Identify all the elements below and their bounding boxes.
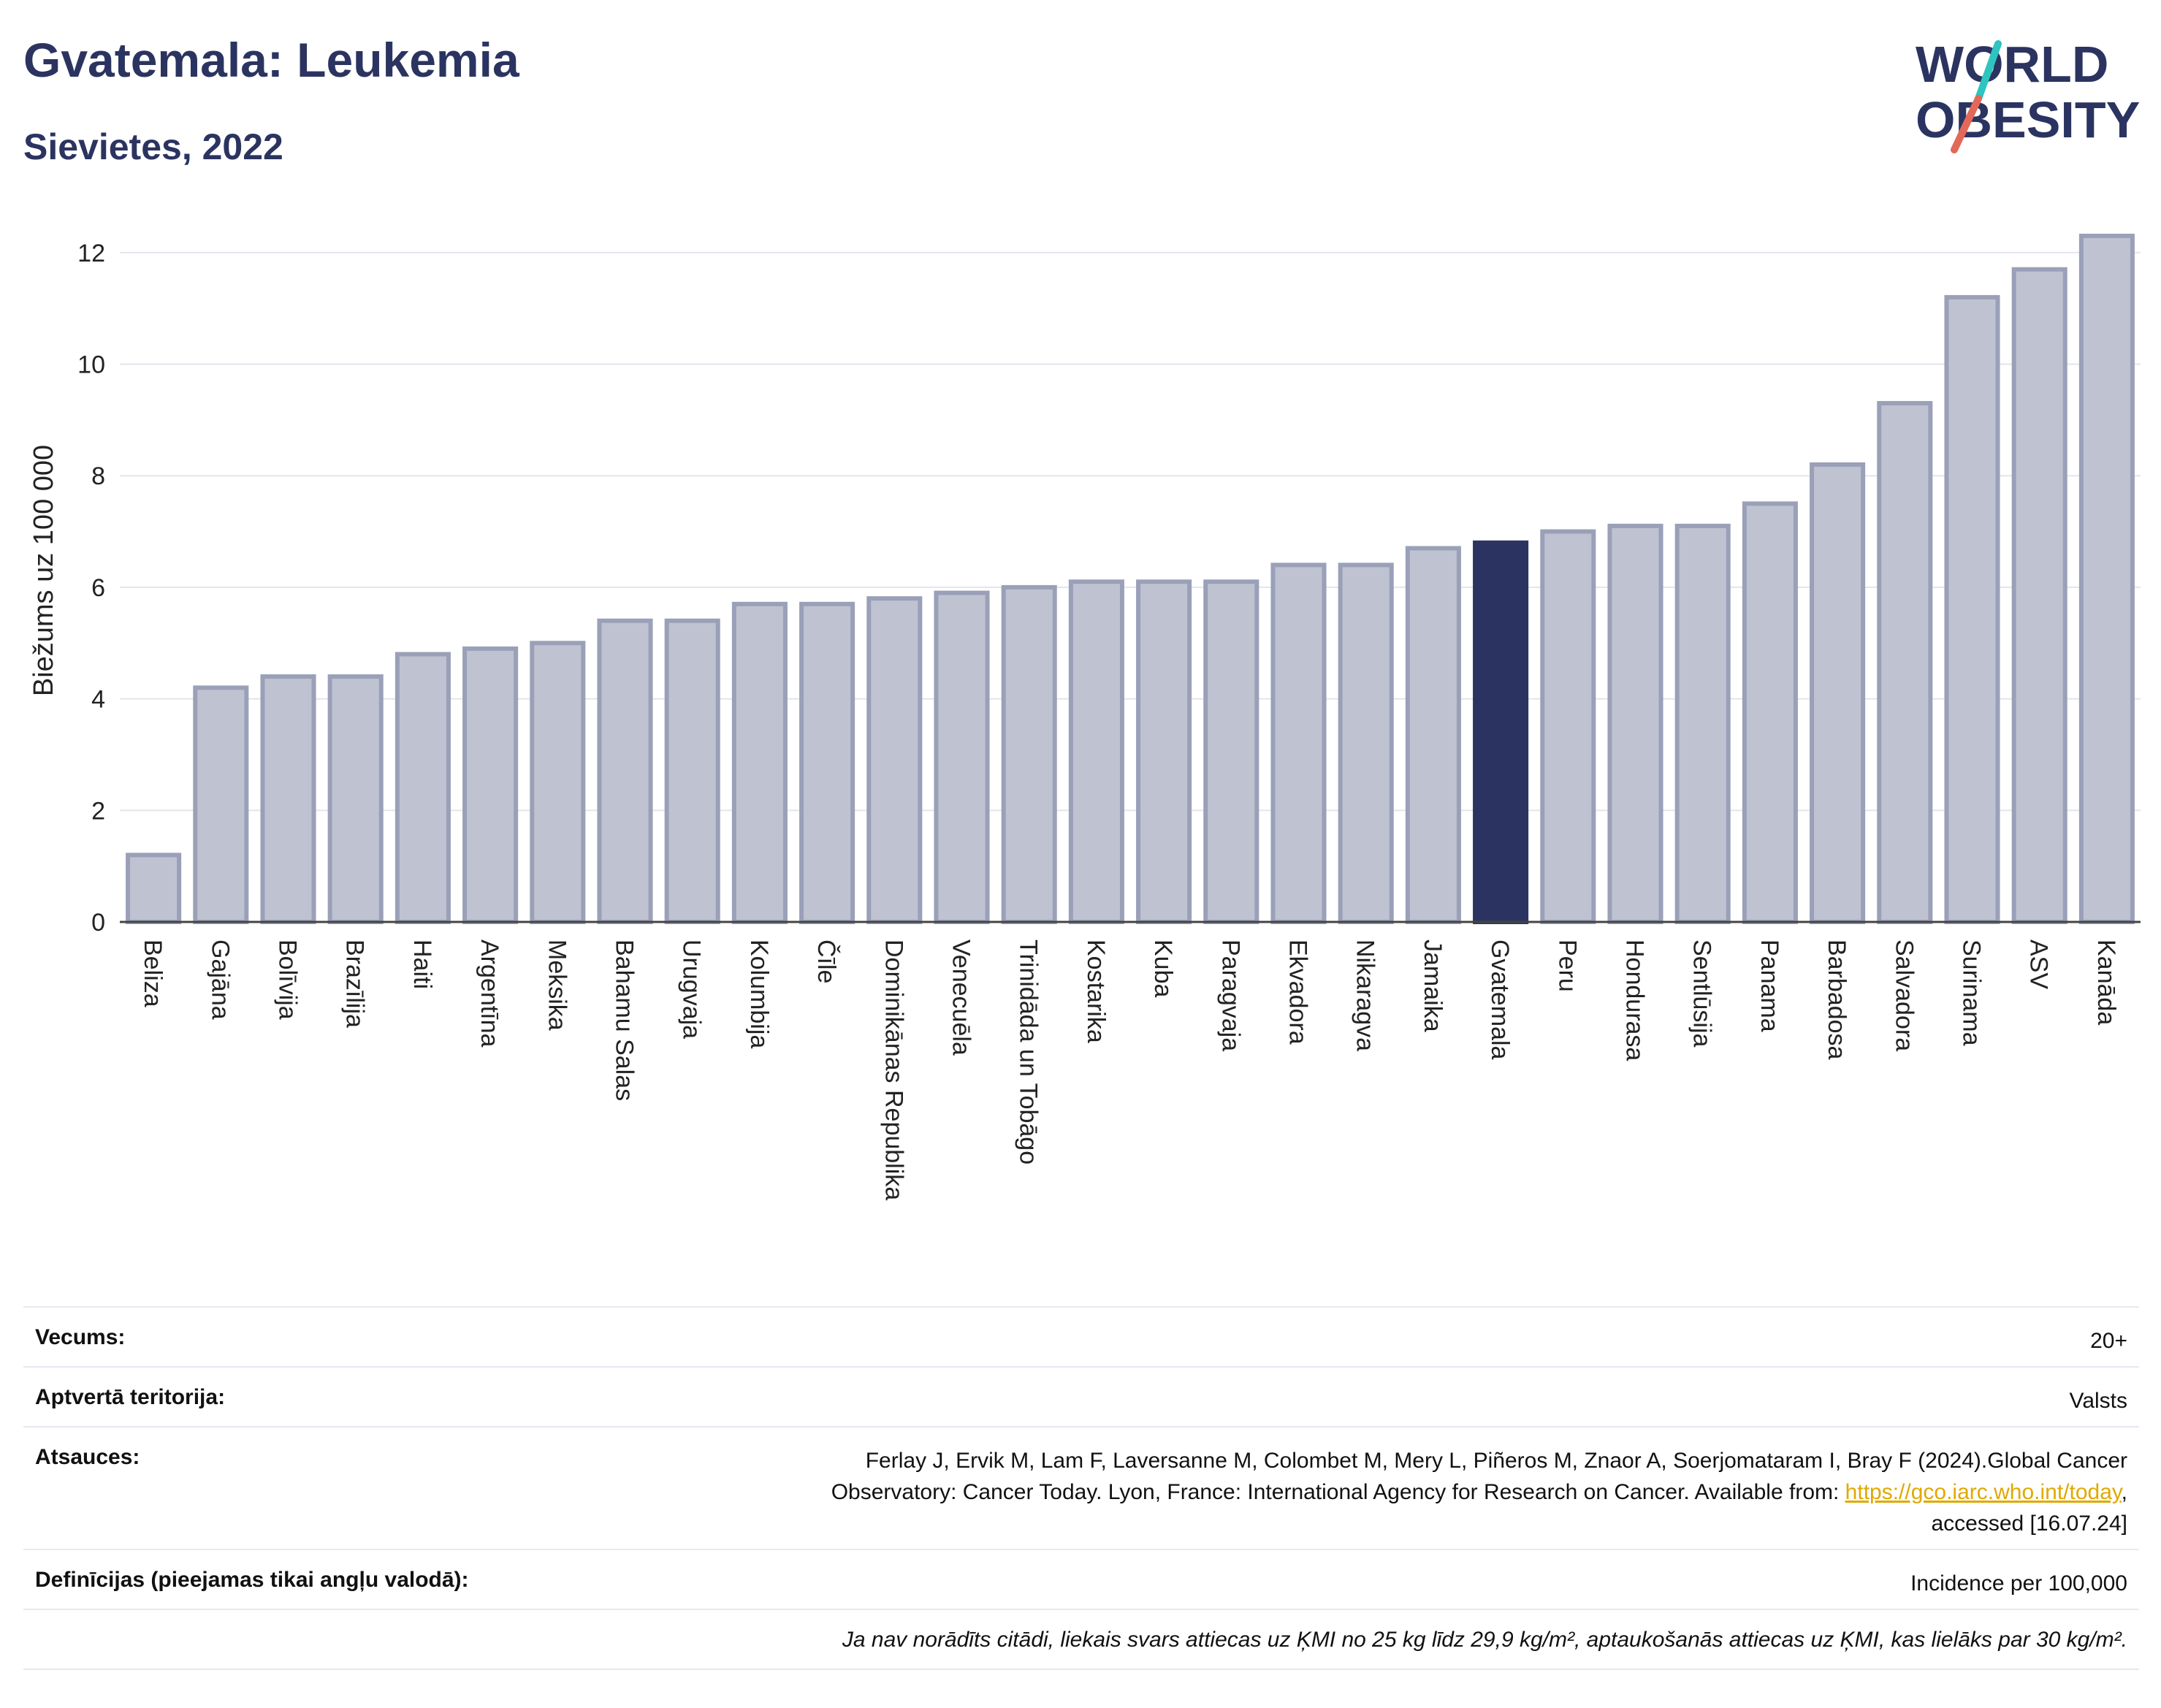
- area-row: Aptvertā teritorija: Valsts: [23, 1366, 2139, 1426]
- bar-1: [193, 685, 249, 924]
- refs-value: Ferlay J, Ervik M, Lam F, Laversanne M, …: [831, 1445, 2127, 1539]
- note-row: Ja nav norādīts citādi, liekais svars at…: [23, 1609, 2139, 1669]
- refs-line1: Ferlay J, Ervik M, Lam F, Laversanne M, …: [865, 1449, 2127, 1473]
- age-value: 20+: [2090, 1329, 2127, 1353]
- x-tick-label: Brazīlija: [341, 939, 369, 1028]
- area-label: Aptvertā teritorija:: [35, 1385, 226, 1409]
- x-tick-label: Kolumbija: [745, 939, 773, 1048]
- y-tick-label: 6: [91, 574, 105, 602]
- defs-row: Definīcijas (pieejamas tikai angļu valod…: [23, 1549, 2139, 1609]
- x-tick-label: Dominikānas Republika: [880, 939, 907, 1200]
- x-tick-label: Gvatemala: [1486, 939, 1514, 1059]
- bar-28: [2011, 267, 2067, 924]
- bar-26: [1877, 400, 1933, 924]
- x-tick-label: Urugvaja: [678, 939, 706, 1039]
- bar-22: [1607, 523, 1663, 924]
- x-tick-label: ASV: [2025, 939, 2053, 989]
- chart-title: Gvatemala: Leukemia: [23, 33, 519, 87]
- refs-line3: accessed [16.07.24]: [1931, 1511, 2127, 1536]
- logo-text-world: WORLD: [1916, 36, 2108, 93]
- bar-13: [1001, 584, 1057, 925]
- bar-29: [2078, 233, 2135, 924]
- defs-label: Definīcijas (pieejamas tikai angļu valod…: [35, 1568, 469, 1592]
- x-tick-label: Hondurasa: [1621, 939, 1649, 1061]
- logo-text-obesity: OBESITY: [1916, 91, 2140, 148]
- x-tick-label: Kuba: [1149, 939, 1177, 997]
- y-tick-label: 2: [91, 797, 105, 825]
- bar-chart: 0 2 4 6 8 10 12 Biežums uz 100 000 Beliza Gajāna B…: [28, 233, 2141, 1200]
- bar-8: [664, 618, 720, 924]
- bar-10: [799, 601, 855, 924]
- age-row: Vecums: 20+: [23, 1306, 2139, 1366]
- x-tick-label: Barbadosa: [1823, 939, 1851, 1060]
- y-tick-label: 10: [77, 351, 105, 379]
- x-tick-label: Sentlūsija: [1688, 939, 1716, 1048]
- footnote: Ja nav norādīts citādi, liekais svars at…: [842, 1628, 2127, 1652]
- bar-21: [1540, 529, 1596, 924]
- bar-17: [1270, 563, 1327, 924]
- refs-line2-end: ,: [2121, 1480, 2127, 1504]
- age-label: Vecums:: [35, 1325, 126, 1349]
- world-obesity-logo: WORLD OBESITY: [1916, 36, 2140, 153]
- bar-20: [1473, 540, 1529, 924]
- x-tick-label: Meksika: [543, 939, 571, 1031]
- bar-2: [260, 674, 316, 924]
- bar-6: [530, 641, 586, 924]
- bar-3: [327, 674, 384, 924]
- x-tick-label: Beliza: [139, 939, 167, 1007]
- bar-23: [1674, 523, 1731, 924]
- x-tick-label: Jamaika: [1419, 939, 1447, 1032]
- bar-14: [1068, 579, 1124, 924]
- x-tick-label: Salvadora: [1890, 939, 1918, 1051]
- x-tick-label: Bahamu Salas: [611, 939, 639, 1101]
- x-tick-label: Peru: [1553, 939, 1581, 992]
- x-tick-label: Bolīvija: [274, 939, 302, 1020]
- bar-0: [126, 853, 182, 925]
- bar-4: [395, 652, 451, 924]
- chart-subtitle: Sievietes, 2022: [23, 126, 283, 167]
- bar-11: [866, 596, 923, 925]
- info-table: Vecums: 20+ Aptvertā teritorija: Valsts …: [23, 1306, 2139, 1670]
- bar-5: [462, 646, 519, 925]
- bar-27: [1944, 294, 2000, 924]
- logo-slash-red: [1951, 95, 1982, 153]
- bar-15: [1136, 579, 1192, 924]
- x-tick-label: Ekvadora: [1284, 939, 1312, 1045]
- y-tick-label: 12: [77, 240, 105, 267]
- refs-line2: Observatory: Cancer Today. Lyon, France:…: [831, 1480, 1845, 1504]
- x-tick-label: Surinama: [1958, 939, 1986, 1046]
- bar-25: [1810, 462, 1866, 924]
- bar-16: [1203, 579, 1259, 924]
- y-tick-label: 8: [91, 462, 105, 490]
- x-tick-label: Haiti: [408, 939, 436, 989]
- bar-19: [1405, 546, 1461, 924]
- refs-link[interactable]: https://gco.iarc.who.int/today: [1845, 1480, 2122, 1504]
- x-tick-label: Venecuēla: [948, 939, 975, 1056]
- x-tick-label: Panama: [1756, 939, 1783, 1032]
- x-tick-label: Nikaragva: [1352, 939, 1379, 1051]
- bar-24: [1742, 501, 1798, 924]
- refs-row: Atsauces: Ferlay J, Ervik M, Lam F, Lave…: [23, 1426, 2139, 1549]
- y-tick-label: 0: [91, 909, 105, 937]
- x-tick-label: Kanāda: [2092, 939, 2120, 1025]
- bar-7: [597, 618, 653, 924]
- x-tick-label: Paragvaja: [1216, 939, 1244, 1051]
- bar-12: [934, 590, 990, 924]
- x-tick-label: Trinidāda un Tobāgo: [1015, 939, 1043, 1164]
- x-tick-label: Kostarika: [1082, 939, 1110, 1043]
- x-tick-label: Čīle: [812, 939, 840, 983]
- bar-9: [731, 601, 788, 924]
- x-tick-label: Argentīna: [476, 939, 503, 1048]
- bar-18: [1338, 563, 1394, 924]
- table-bottom-border: [23, 1669, 2139, 1670]
- y-axis-title: Biežums uz 100 000: [28, 445, 59, 696]
- defs-value: Incidence per 100,000: [1910, 1571, 2127, 1595]
- x-tick-label: Gajāna: [206, 939, 234, 1020]
- y-tick-label: 4: [91, 686, 105, 714]
- logo-slash-teal: [1975, 40, 2002, 102]
- refs-label: Atsauces:: [35, 1445, 140, 1469]
- area-value: Valsts: [2069, 1389, 2127, 1413]
